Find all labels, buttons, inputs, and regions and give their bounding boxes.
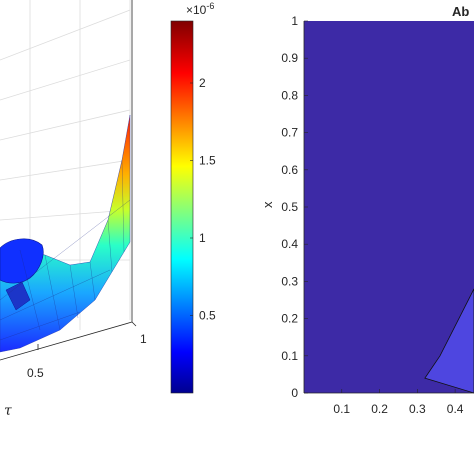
heatmap-title: Ab	[452, 4, 469, 19]
surface-blue-lobe	[0, 238, 44, 284]
heatmap-y-tick-label: 0.5	[281, 200, 298, 214]
surface-mesh	[0, 159, 131, 341]
heatmap-y-tick-label: 0.9	[281, 51, 298, 65]
heatmap-y-tick-label: 0	[291, 386, 298, 400]
colorbar-tick-label: 2	[199, 76, 206, 90]
heatmap-x-tick-label: 0.1	[333, 402, 350, 416]
heatmap-y-tick-label: 0.4	[281, 237, 298, 251]
heatmap-y-tick-label: 0.8	[281, 88, 298, 102]
heatmap-y-ticks: 0 0.1 0.2 0.3 0.4 0.5 0.6 0.7 0.8 0.9 1	[281, 14, 308, 400]
heatmap-x-tick-label: 0.4	[447, 402, 464, 416]
surface-dark-fold	[5, 281, 31, 311]
colorbar-exponent: ×10-6	[186, 1, 214, 17]
heatmap-background	[304, 21, 474, 393]
heatmap-region	[424, 288, 474, 394]
heatmap-y-tick-label: 0.6	[281, 163, 298, 177]
heatmap-x-tick-label: 0.2	[371, 402, 388, 416]
colorbar-gradient	[170, 20, 194, 394]
colorbar: 0.5 1 1.5 2 ×10-6	[170, 1, 216, 394]
heatmap-y-tick-label: 0.3	[281, 274, 298, 288]
heatmap-y-tick-label: 0.1	[281, 349, 298, 363]
surface-x-axis-label: τ	[4, 403, 12, 419]
colorbar-tick-label: 1	[199, 231, 206, 245]
heatmap-x-tick-label: 0.3	[409, 402, 426, 416]
colorbar-ticks: 0.5 1 1.5 2	[190, 76, 216, 323]
heatmap-y-tick-label: 0.2	[281, 312, 298, 326]
surface-x-tick-label: 1	[140, 332, 147, 346]
surface-base-axes	[0, 0, 137, 361]
heatmap-y-tick-label: 0.7	[281, 126, 298, 140]
heatmap-y-tick-label: 1	[291, 14, 298, 28]
surface-patch	[0, 114, 131, 353]
colorbar-tick-label: 0.5	[199, 309, 216, 323]
heatmap-panel: 00.10.20.30.40.50.60.70.80.91 0.1 0.2 0.3 0…	[260, 4, 474, 416]
heatmap-y-axis-label: x	[260, 201, 275, 208]
colorbar-tick-label: 1.5	[199, 154, 216, 168]
surface-x-tick-label: 0.5	[27, 366, 44, 380]
surface-panel: 0.5 1 τ	[0, 0, 147, 419]
heatmap-x-ticks: 0.1 0.2 0.3 0.4	[333, 389, 464, 416]
colorbar-exponent-base: ×10	[186, 3, 207, 17]
colorbar-exponent-power: -6	[206, 1, 214, 11]
